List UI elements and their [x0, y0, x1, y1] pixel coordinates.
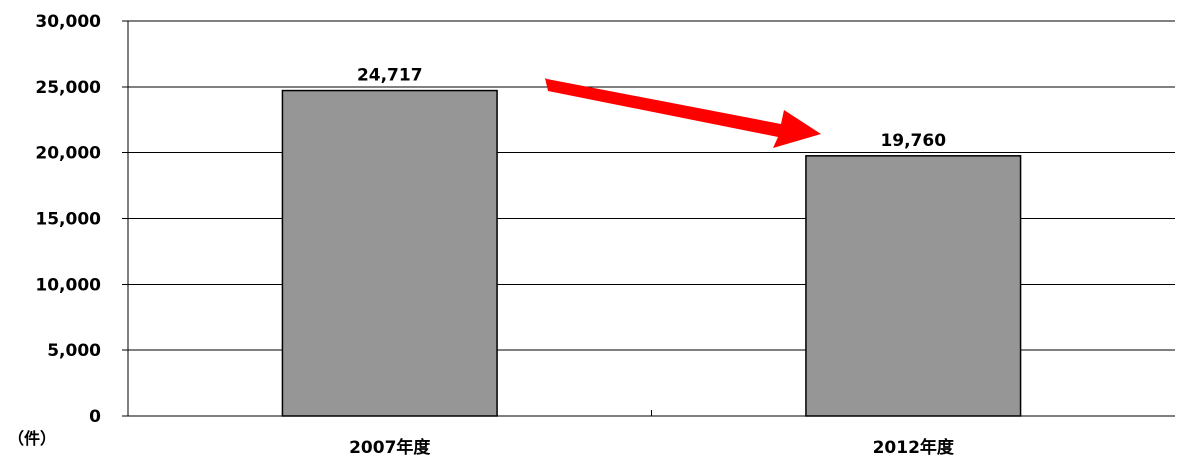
bar: [281, 89, 498, 417]
x-tick-label: 2007年度: [349, 437, 431, 458]
bars: [281, 89, 1022, 417]
axes: [122, 20, 1175, 417]
trend-arrow: [545, 78, 821, 148]
x-tick-label: 2012年度: [873, 437, 955, 458]
bar: [805, 155, 1022, 417]
y-tick-label: 20,000: [35, 144, 101, 164]
data-label: 19,760: [880, 131, 946, 151]
y-tick-label: 0: [89, 407, 101, 427]
trend-arrow-icon: [545, 78, 821, 148]
data-label: 24,717: [357, 66, 423, 86]
y-tick-label: 10,000: [35, 275, 101, 295]
y-tick-label: 25,000: [35, 78, 101, 98]
labels: 0 5,000 10,000 15,000 20,000 25,000 30,000 24,7…: [8, 12, 955, 458]
y-tick-label: 30,000: [35, 12, 101, 32]
y-tick-label: 5,000: [47, 341, 101, 361]
y-tick-label: 15,000: [35, 210, 101, 230]
unit-label: （件）: [8, 429, 56, 448]
